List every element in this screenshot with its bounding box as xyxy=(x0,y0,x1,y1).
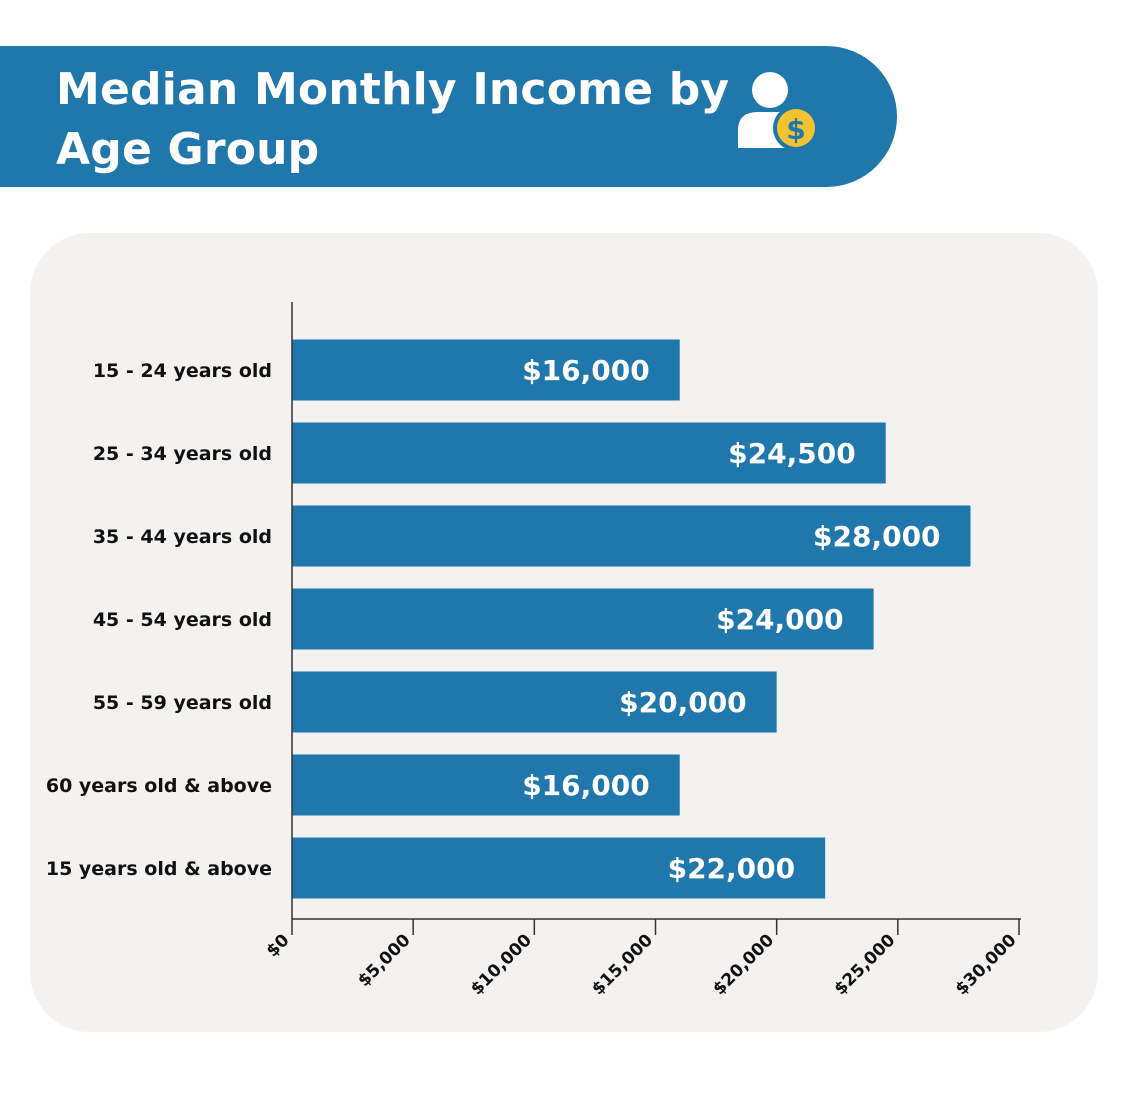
x-tick-label-3: $15,000 xyxy=(588,930,657,999)
bar-0 xyxy=(292,339,680,401)
svg-text:$: $ xyxy=(786,113,805,146)
title-line-1: Median Monthly Income by xyxy=(56,64,730,115)
value-label-4: $20,000 xyxy=(619,686,747,719)
category-label-5: 60 years old & above xyxy=(46,775,272,797)
category-label-0: 15 - 24 years old xyxy=(93,360,272,382)
bar-1 xyxy=(292,422,886,484)
value-label-6: $22,000 xyxy=(668,852,796,885)
bar-5 xyxy=(292,754,680,816)
category-label-2: 35 - 44 years old xyxy=(93,526,272,548)
bar-4 xyxy=(292,671,777,733)
category-label-4: 55 - 59 years old xyxy=(93,692,272,714)
category-label-3: 45 - 54 years old xyxy=(93,609,272,631)
bar-6 xyxy=(292,837,826,899)
value-label-5: $16,000 xyxy=(522,769,650,802)
x-tick-label-5: $25,000 xyxy=(830,930,899,999)
title-line-2: Age Group xyxy=(56,124,320,175)
x-tick-label-6: $30,000 xyxy=(952,930,1021,999)
x-tick-label-2: $10,000 xyxy=(467,930,536,999)
x-tick-label-0: $0 xyxy=(263,930,294,961)
person-dollar-icon: $ xyxy=(738,72,819,151)
value-label-1: $24,500 xyxy=(728,437,856,470)
x-tick-label-4: $20,000 xyxy=(709,930,778,999)
category-label-6: 15 years old & above xyxy=(46,858,272,880)
bar-3 xyxy=(292,588,874,650)
x-tick-label-1: $5,000 xyxy=(354,930,415,991)
value-label-0: $16,000 xyxy=(522,354,650,387)
bar-2 xyxy=(292,505,971,567)
category-label-1: 25 - 34 years old xyxy=(93,443,272,465)
page-title: Median Monthly Income by Age Group xyxy=(56,60,736,180)
value-label-2: $28,000 xyxy=(813,520,941,553)
value-label-3: $24,000 xyxy=(716,603,844,636)
